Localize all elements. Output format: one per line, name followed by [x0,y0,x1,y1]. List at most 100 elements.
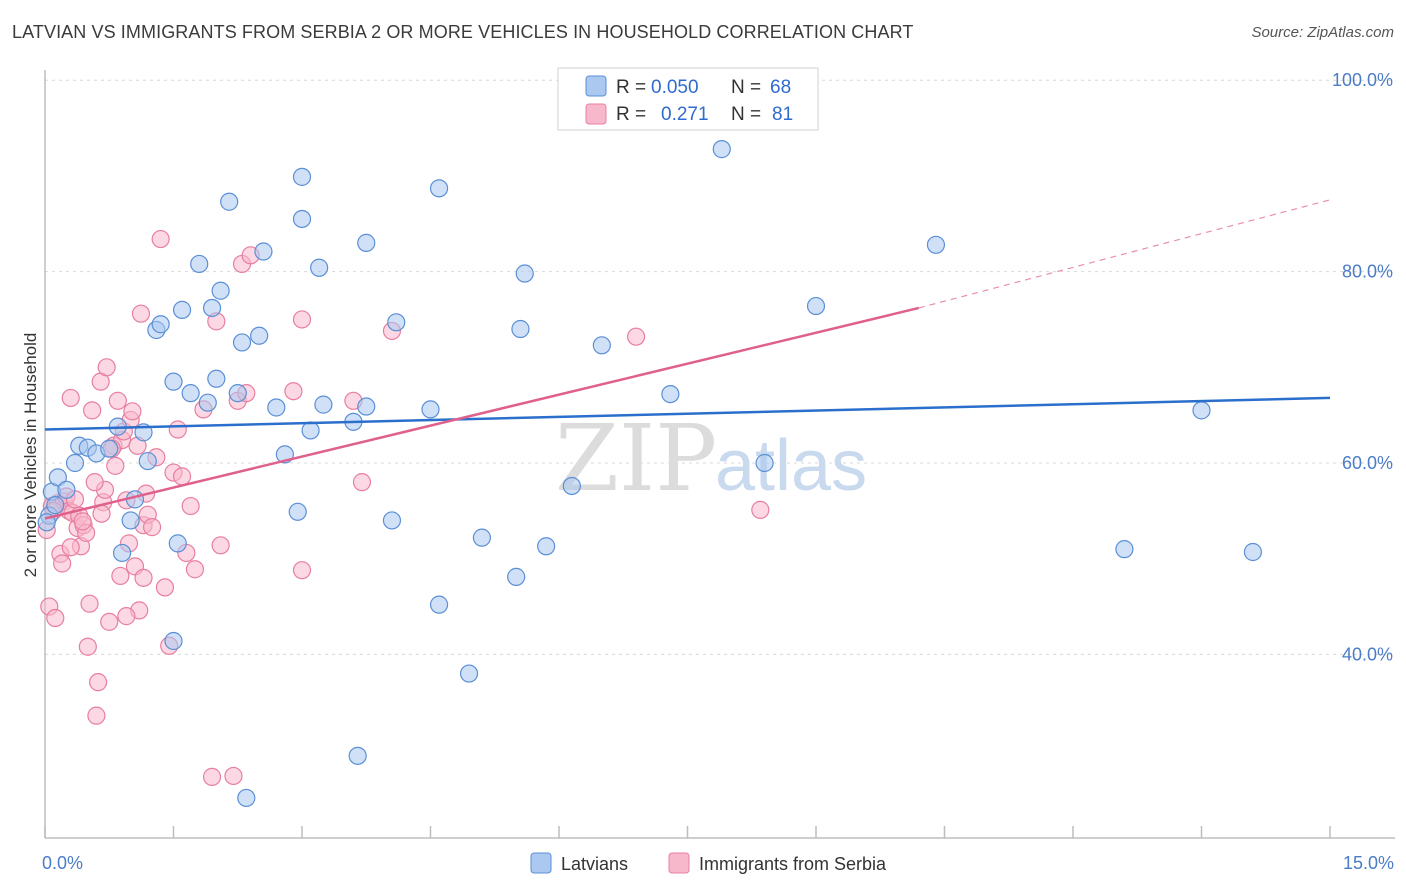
serbia-point [131,304,151,323]
x-tick-labels: 0.0% 15.0% [42,826,1394,873]
serbia-point [73,512,92,531]
legend-r-value: 0.050 [651,77,699,98]
latvian-point [250,326,269,345]
latvian-point [429,595,449,614]
watermark: ZIP atlas [555,405,867,512]
latvian-point [421,400,440,419]
trend-lines [44,199,1331,520]
legend-n-label: N = [731,77,761,98]
latvian-point [138,451,157,471]
axes [44,70,1395,839]
serbia-point [89,673,108,692]
latvian-point [357,233,376,252]
y-tick-labels: 40.0% 60.0% 80.0% 100.0% [1332,70,1393,664]
serbia-point [142,518,162,537]
latvian-point [211,281,230,300]
latvian-point [164,631,183,651]
serbia-point [626,327,646,346]
latvian-point [168,534,187,553]
latvians-trend-line [44,396,1331,431]
chart-title: LATVIAN VS IMMIGRANTS FROM SERBIA 2 OR M… [12,22,914,42]
legend-n-value: 81 [772,104,793,125]
serbia-point [78,637,97,656]
serbia-point [92,504,111,523]
latvian-point [1115,540,1134,559]
latvian-point [301,421,320,440]
serbia-trend-extension [918,199,1331,309]
serbia-trend-line [44,306,920,520]
latvian-point [172,300,192,319]
serbia-point [123,402,142,421]
latvian-point [151,315,170,334]
latvian-point [1192,401,1211,420]
latvian-point [592,336,611,355]
legend-r-label: R = [616,77,646,98]
x-tick-label: 0.0% [42,853,83,873]
latvian-point [382,511,402,530]
latvian-points [37,140,1263,808]
latvian-point [357,397,376,416]
latvian-point [661,384,680,404]
serbia-point [292,561,312,580]
legend-r-label: R = [616,104,646,125]
serbia-point [352,473,372,492]
latvian-point [254,242,273,261]
serbia-point [53,554,72,573]
serbia-point [181,496,200,516]
y-tick-label: 40.0% [1342,644,1393,664]
serbia-point [61,538,80,557]
serbia-point [80,594,99,613]
latvian-point [65,453,85,473]
y-tick-label: 80.0% [1342,262,1393,282]
serbia-point [106,456,125,475]
latvian-point [1243,542,1263,562]
latvian-point [181,384,200,403]
bottom-legend-label-serbia: Immigrants from Serbia [699,854,887,874]
top-legend: R = 0.050 N = 68 R = 0.271 N = 81 [557,67,819,131]
legend-n-value: 68 [770,77,791,98]
latvian-point [314,395,333,414]
latvian-point [507,567,526,586]
latvian-point [267,398,286,417]
serbia-point [751,500,770,519]
serbia-point [151,229,170,249]
serbia-point [185,560,205,579]
latvian-point [288,502,307,521]
latvian-point [190,254,209,274]
serbia-point [172,467,192,486]
latvian-point [121,511,140,530]
serbia-point [87,706,106,725]
serbia-point [224,766,243,786]
latvian-point [220,192,239,211]
latvian-point [46,496,65,515]
latvian-point [926,235,946,254]
legend-n-label: N = [731,104,761,125]
serbia-point [111,566,130,586]
serbia-point [85,473,104,492]
x-tick-label: 15.0% [1343,853,1394,873]
latvian-point [100,439,119,458]
legend-swatch-serbia [585,103,607,125]
y-axis-title: 2 or more Vehicles in Household [21,333,40,578]
serbia-point [292,310,312,329]
serbia-point [61,388,80,408]
latvian-point [472,528,491,547]
bottom-legend: Latvians Immigrants from Serbia [530,852,887,874]
grid-lines [45,79,1395,655]
serbia-point [168,420,187,439]
serbia-point [202,767,222,786]
latvian-point [348,746,367,765]
latvian-point [228,384,247,403]
latvian-point [292,167,312,186]
bottom-legend-swatch-latvians [530,852,552,874]
serbia-point [97,358,116,377]
latvian-point [387,313,406,332]
latvian-point [755,453,774,473]
bottom-legend-swatch-serbia [668,852,690,874]
serbia-point [108,391,127,410]
latvian-point [207,369,226,388]
serbia-point [284,382,303,401]
y-tick-label: 100.0% [1332,70,1393,90]
bottom-legend-label-latvians: Latvians [561,854,628,874]
